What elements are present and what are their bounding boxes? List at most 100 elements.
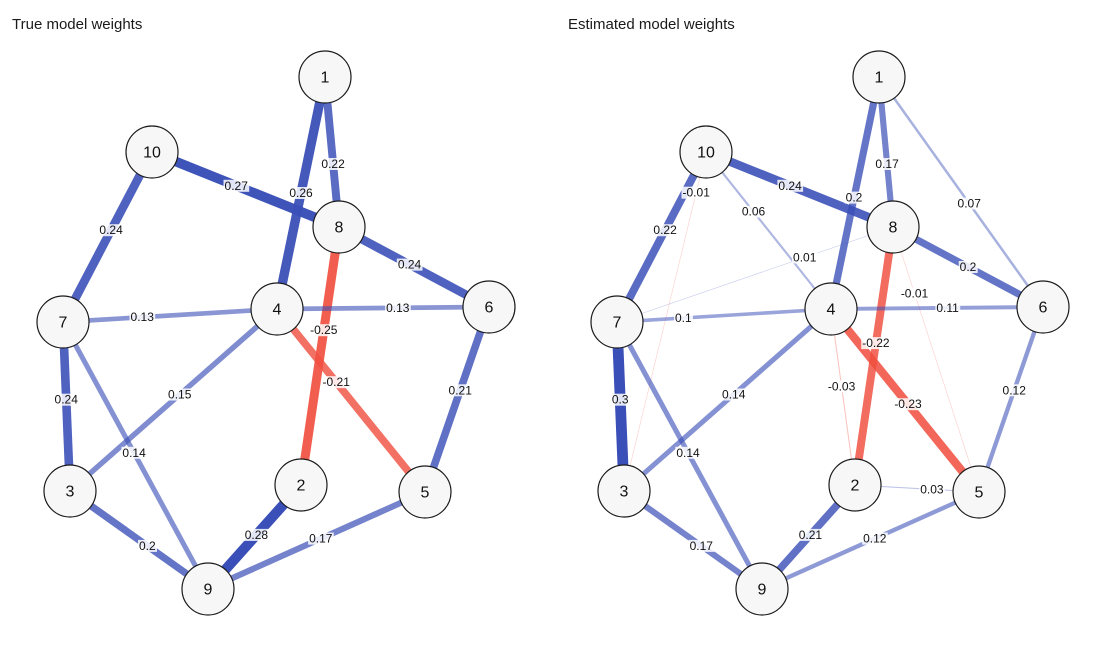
node-label-2: 2 (297, 478, 306, 495)
edge-label-background (1001, 384, 1028, 397)
edge-label-background (223, 179, 250, 192)
edge-label-background (675, 446, 701, 459)
node-label-3: 3 (66, 484, 75, 501)
edge-label-10-7: 0.22 (653, 223, 677, 237)
node-circle-1 (852, 50, 906, 104)
node-6: 6 (462, 280, 516, 334)
node-circle-4 (250, 282, 304, 336)
node-circle-9 (735, 562, 789, 616)
node-5: 5 (398, 465, 452, 519)
edge-label-background (385, 301, 411, 314)
edge-label-6-5: 0.21 (449, 383, 473, 397)
edge-label-background (138, 539, 157, 552)
edge-label-background (688, 539, 715, 552)
node-label-10: 10 (143, 145, 161, 162)
edge-label-background (797, 528, 824, 541)
edge-1-6 (877, 76, 1045, 308)
edge-label-background (167, 388, 193, 401)
edge-label-8-6: 0.24 (398, 258, 422, 272)
edge-label-background (844, 191, 864, 204)
edge-label-background (320, 158, 347, 170)
node-label-1: 1 (321, 70, 330, 87)
edge-label-4-5: -0.21 (323, 375, 351, 389)
edge-label-8-6: 0.2 (960, 260, 977, 274)
node-label-8: 8 (889, 220, 898, 237)
edge-6-5 (976, 306, 1046, 493)
node-label-3: 3 (620, 484, 629, 501)
edge-label-background (740, 205, 767, 218)
edge-label-4-3: 0.14 (722, 388, 746, 402)
node-7: 7 (36, 295, 90, 349)
node-6: 6 (1016, 280, 1070, 334)
edge-7-3 (611, 321, 630, 492)
edge-label-background (935, 301, 961, 314)
node-4: 4 (250, 282, 304, 336)
node-4: 4 (804, 282, 858, 336)
edge-label-layer: 0.260.220.270.240.24-0.250.130.13-0.210.… (53, 157, 474, 553)
edge-label-background (956, 197, 983, 210)
edge-label-background (610, 393, 630, 406)
edge-label-layer: 0.20.170.070.240.220.06-0.010.010.2-0.22… (610, 157, 1028, 553)
node-label-6: 6 (485, 300, 494, 317)
edge-label-background (652, 224, 679, 237)
panel-title-estimated: Estimated model weights (568, 16, 735, 33)
edge-label-1-8: 0.17 (875, 157, 899, 171)
edge-label-3-9: 0.2 (139, 539, 156, 553)
edge-label-2-5: 0.03 (920, 482, 944, 496)
edge-label-background (53, 393, 80, 406)
edge-label-4-5: -0.23 (894, 397, 922, 411)
node-label-9: 9 (204, 582, 213, 599)
edge-label-7-4: 0.13 (131, 310, 155, 324)
node-label-1: 1 (875, 70, 884, 87)
node-3: 3 (43, 464, 97, 518)
edge-label-1-4: 0.2 (846, 191, 863, 205)
edge-10-7 (59, 149, 156, 325)
edge-8-5 (892, 226, 980, 493)
node-layer: 1 2 3 4 5 6 7 8 9 10 (590, 50, 1070, 616)
node-circle-3 (597, 464, 651, 518)
node-label-9: 9 (758, 582, 767, 599)
edge-label-background (919, 483, 945, 496)
edge-label-7-4: 0.1 (675, 311, 692, 325)
edge-label-background (396, 258, 423, 271)
edge-label-background (288, 187, 314, 199)
node-label-5: 5 (421, 485, 430, 502)
edge-label-7-9: 0.14 (676, 446, 700, 460)
edge-label-1-8: 0.22 (321, 157, 345, 171)
edge-10-7 (613, 150, 710, 324)
node-3: 3 (597, 464, 651, 518)
edge-label-background (674, 312, 693, 324)
edge-4-2 (830, 308, 856, 486)
edge-6-5 (421, 305, 493, 494)
edge-label-background (447, 384, 474, 397)
edge-7-4 (616, 307, 832, 324)
node-circle-2 (274, 458, 328, 512)
edge-label-8-5: -0.01 (901, 286, 929, 300)
node-9: 9 (735, 562, 789, 616)
edge-label-2-9: 0.21 (799, 528, 823, 542)
edge-label-4-2: -0.03 (828, 379, 856, 393)
edge-label-background (899, 287, 930, 300)
node-8: 8 (312, 200, 366, 254)
node-circle-8 (866, 200, 920, 254)
edge-label-5-9: 0.12 (863, 532, 887, 546)
edge-label-background (874, 158, 901, 170)
edge-label-6-5: 0.12 (1003, 383, 1027, 397)
edge-10-4 (705, 151, 832, 310)
node-2: 2 (274, 458, 328, 512)
edge-label-10-4: 0.06 (742, 205, 766, 219)
edge-label-8-2: -0.25 (310, 323, 338, 337)
node-7: 7 (590, 295, 644, 349)
edge-label-10-8: 0.27 (225, 179, 249, 193)
edge-label-background (243, 528, 270, 541)
edge-label-7-8: 0.01 (793, 250, 817, 264)
edge-label-background (777, 179, 804, 192)
edge-label-4-6: 0.13 (386, 301, 410, 315)
node-label-8: 8 (335, 220, 344, 237)
node-circle-2 (828, 458, 882, 512)
edge-label-10-8: 0.24 (778, 179, 802, 193)
edge-10-3 (623, 151, 707, 492)
edge-label-4-3: 0.15 (168, 388, 192, 402)
edge-label-background (129, 311, 156, 324)
node-circle-8 (312, 200, 366, 254)
